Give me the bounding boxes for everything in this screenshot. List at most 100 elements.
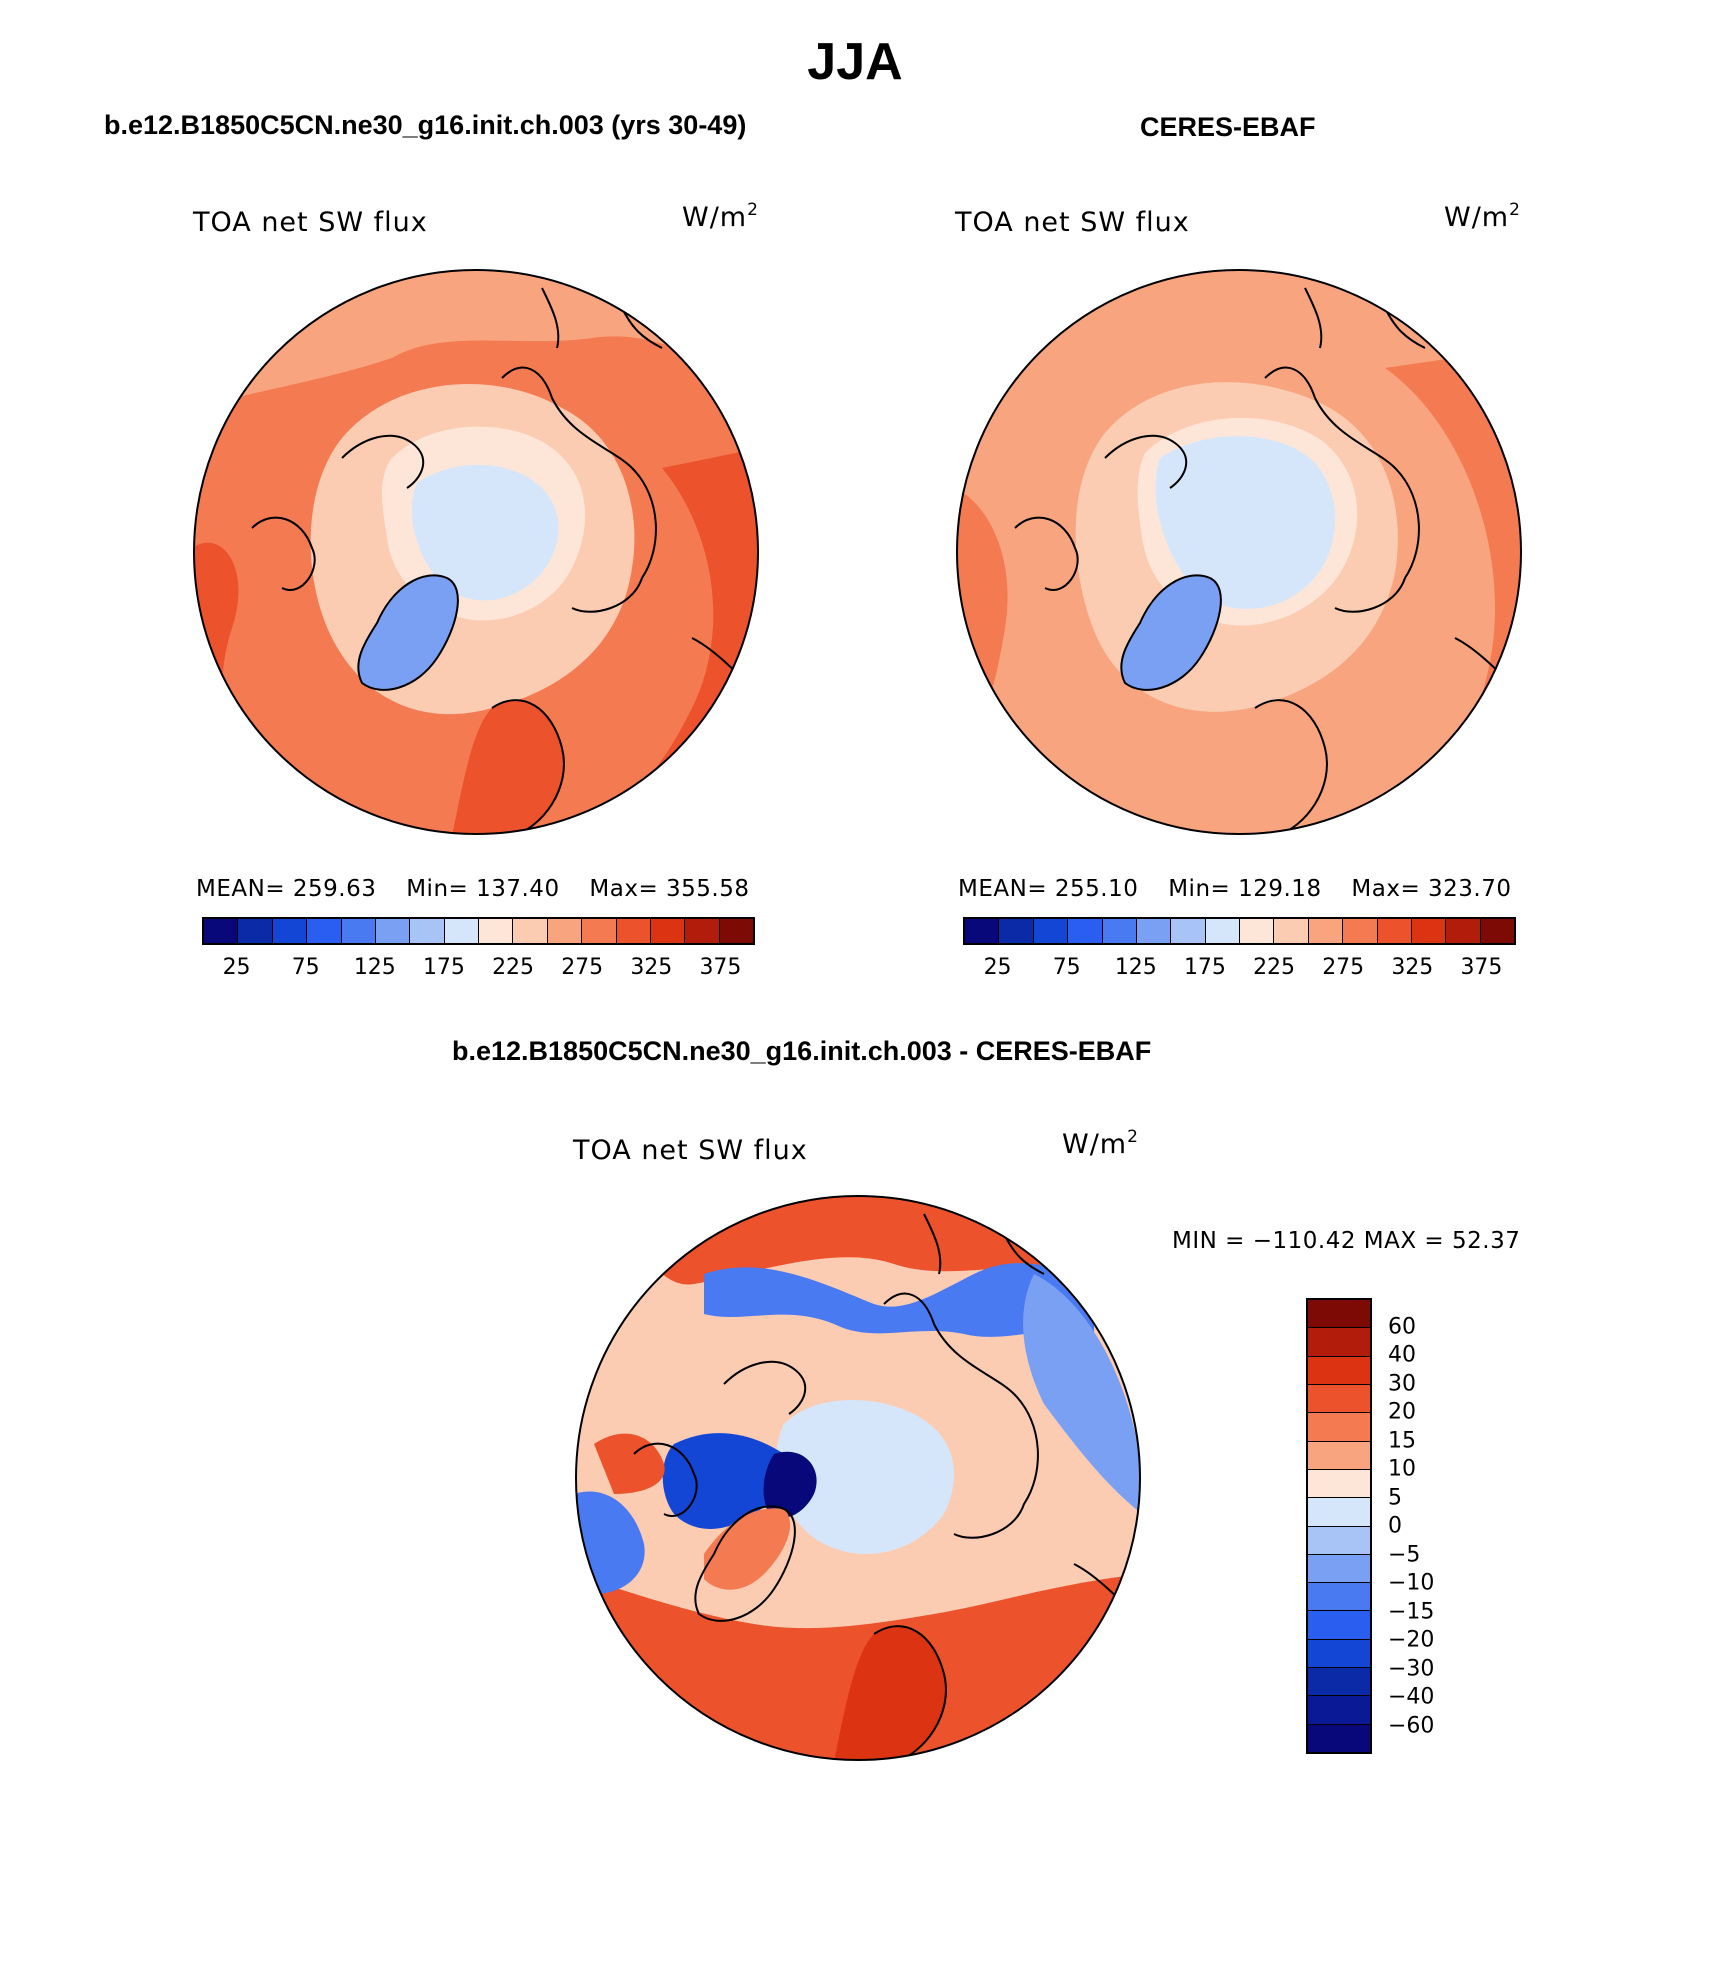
right-map-field-greenland — [1121, 575, 1221, 690]
diff-map-coastline-2 — [723, 1360, 807, 1415]
left-variable-label: TOA net SW flux — [193, 207, 428, 238]
right-colorbar-tick-1: 75 — [1052, 955, 1081, 980]
diff-colorbar-tick-1: 40 — [1388, 1342, 1416, 1368]
diff-colorbar-tick-12: −30 — [1388, 1656, 1435, 1681]
right-colorbar-box-8 — [1240, 919, 1275, 943]
diff-colorbar-tick-13: −40 — [1388, 1684, 1435, 1710]
right-map-coastline-4 — [1264, 366, 1420, 613]
left-map-field-ice — [411, 464, 559, 601]
diff-map-field-baffin — [763, 1451, 817, 1518]
diff-colorbar-tick-5: 10 — [1388, 1456, 1416, 1482]
left-colorbar-box-15 — [719, 919, 753, 943]
right-colorbar-tick-3: 175 — [1183, 955, 1226, 980]
diff-map-coastline-4 — [883, 1292, 1039, 1539]
diff-colorbar-box-11 — [1308, 1611, 1370, 1640]
right-colorbar-tick-7: 375 — [1460, 955, 1503, 980]
left-mean: MEAN= 259.63 — [196, 876, 377, 902]
diff-map-field-east-blue — [1023, 1274, 1140, 1514]
right-colorbar-box-7 — [1205, 919, 1240, 943]
right-colorbar-box-3 — [1068, 919, 1103, 943]
right-colorbar-box-13 — [1411, 919, 1447, 943]
right-colorbar — [963, 917, 1516, 945]
diff-colorbar-box-13 — [1308, 1668, 1370, 1697]
right-map-coastline-5 — [1254, 699, 1328, 834]
right-map-border — [956, 269, 1522, 835]
left-map-field-greenland — [358, 575, 458, 690]
diff-map-field-scandinavia — [834, 1626, 946, 1760]
diff-map-coastline-5 — [873, 1625, 947, 1760]
left-map-coastline-5 — [491, 699, 565, 834]
right-colorbar-box-10 — [1308, 919, 1344, 943]
diff-colorbar-tick-4: 15 — [1388, 1428, 1416, 1453]
right-colorbar-ticks: 25 75 125 175 225 275 325 375 — [963, 955, 1516, 985]
left-map-field-scandinavia — [452, 700, 564, 834]
diff-colorbar-box-6 — [1308, 1469, 1370, 1499]
left-colorbar-box-0 — [204, 919, 239, 943]
diff-colorbar-box-2 — [1308, 1356, 1370, 1385]
left-polar-map — [193, 269, 759, 835]
right-colorbar-box-1 — [999, 919, 1034, 943]
left-colorbar-box-13 — [650, 919, 686, 943]
diff-map-coastline-6 — [923, 1213, 942, 1275]
right-max: Max= 323.70 — [1351, 876, 1512, 902]
diff-colorbar — [1306, 1298, 1372, 1754]
diff-colorbar-box-8 — [1308, 1526, 1370, 1555]
diff-map-field-greenland-blue — [662, 1433, 793, 1529]
diff-colorbar-box-3 — [1308, 1384, 1370, 1414]
diff-colorbar-ticks: 60 40 30 20 15 10 5 0 −5 −10 −15 −20 −30 −40 −60 — [1388, 1298, 1468, 1754]
left-colorbar-tick-1: 75 — [291, 955, 320, 980]
diff-colorbar-tick-10: −15 — [1388, 1599, 1435, 1624]
right-colorbar-box-2 — [1033, 919, 1069, 943]
right-colorbar-tick-0: 25 — [983, 955, 1012, 980]
left-colorbar-box-1 — [238, 919, 273, 943]
left-map-coastline-2 — [341, 434, 425, 489]
right-colorbar-box-15 — [1480, 919, 1514, 943]
left-colorbar-box-11 — [582, 919, 617, 943]
diff-case-title: b.e12.B1850C5CN.ne30_g16.init.ch.003 - C… — [452, 1036, 1152, 1066]
left-colorbar-box-7 — [444, 919, 479, 943]
right-map-coastline-1 — [1014, 516, 1079, 591]
diff-map-coastline-1 — [633, 1442, 698, 1517]
left-colorbar — [202, 917, 755, 945]
diff-colorbar-tick-8: −5 — [1388, 1542, 1421, 1567]
right-polar-map — [956, 269, 1522, 835]
right-case-title: CERES-EBAF — [1140, 112, 1316, 142]
left-colorbar-tick-7: 375 — [699, 955, 742, 980]
right-stats: MEAN= 255.10 Min= 129.18 Max= 323.70 — [958, 876, 1512, 902]
right-colorbar-box-9 — [1274, 919, 1309, 943]
left-case-title: b.e12.B1850C5CN.ne30_g16.init.ch.003 (yr… — [104, 110, 747, 140]
right-colorbar-box-6 — [1171, 919, 1206, 943]
diff-variable-label: TOA net SW flux — [573, 1135, 808, 1166]
left-stats: MEAN= 259.63 Min= 137.40 Max= 355.58 — [196, 876, 750, 902]
left-units-label: W/m2 — [682, 200, 759, 233]
right-mean: MEAN= 255.10 — [958, 876, 1139, 902]
diff-map-coastline-3 — [694, 1505, 796, 1622]
diff-colorbar-tick-3: 20 — [1388, 1399, 1416, 1425]
diff-polar-map — [575, 1195, 1141, 1761]
left-colorbar-tick-0: 25 — [222, 955, 251, 980]
right-colorbar-tick-6: 325 — [1391, 955, 1434, 980]
diff-colorbar-box-9 — [1308, 1554, 1370, 1584]
left-colorbar-tick-6: 325 — [630, 955, 673, 980]
diff-colorbar-box-1 — [1308, 1328, 1370, 1357]
right-map-coastline-6 — [1304, 287, 1323, 349]
diff-colorbar-tick-11: −20 — [1388, 1627, 1435, 1653]
right-colorbar-box-12 — [1377, 919, 1412, 943]
diff-colorbar-tick-6: 5 — [1388, 1485, 1402, 1510]
left-colorbar-tick-2: 125 — [353, 955, 396, 980]
left-max: Max= 355.58 — [589, 876, 750, 902]
diff-colorbar-box-5 — [1308, 1441, 1370, 1470]
diff-map-field-blue-band-n — [704, 1263, 1094, 1337]
diff-colorbar-tick-14: −60 — [1388, 1713, 1435, 1738]
diff-colorbar-tick-0: 60 — [1388, 1314, 1416, 1339]
diff-colorbar-tick-7: 0 — [1388, 1513, 1402, 1539]
left-colorbar-box-9 — [513, 919, 548, 943]
left-map-coastline-3 — [357, 574, 459, 691]
right-colorbar-tick-2: 125 — [1114, 955, 1157, 980]
diff-minmax: MIN = −110.42 MAX = 52.37 — [1172, 1228, 1521, 1254]
right-map-field-ice — [1155, 436, 1336, 610]
right-colorbar-tick-4: 225 — [1253, 955, 1296, 980]
right-colorbar-box-0 — [965, 919, 1000, 943]
left-map-coastline-6 — [541, 287, 560, 349]
diff-colorbar-tick-2: 30 — [1388, 1371, 1416, 1396]
